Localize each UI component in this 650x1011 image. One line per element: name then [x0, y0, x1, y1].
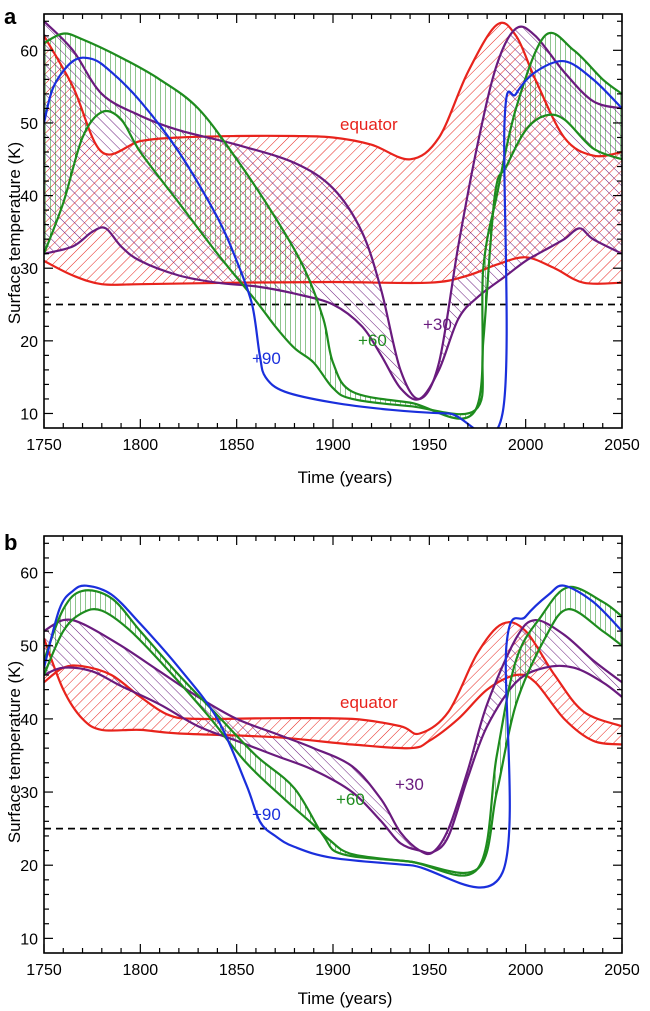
- panel-b-xtick-label: 2000: [508, 962, 544, 979]
- panel-a-label-lat90: +90: [252, 349, 281, 368]
- panel-a-xtick-label: 1750: [26, 437, 62, 454]
- panel-a-plot-area: equator +30 +60 +90: [44, 20, 622, 428]
- panel-b-ytick-label: 10: [20, 931, 38, 948]
- panel-a-ylabel: Surface temperature (K): [5, 142, 24, 324]
- panel-b-xlabel: Time (years): [298, 989, 393, 1008]
- panel-a-label-equator: equator: [340, 115, 398, 134]
- panel-a-xlabel: Time (years): [298, 468, 393, 487]
- panel-a-lat60-lower-curve: [44, 109, 622, 416]
- panel-b-lat60-band-fill: [44, 586, 622, 876]
- panel-b-xtick-label: 1900: [315, 962, 351, 979]
- panel-b-frame: [43, 535, 623, 954]
- panel-a-ytick-label: 30: [20, 261, 38, 278]
- panel-b-xtick-label: 1850: [219, 962, 255, 979]
- panel-a-xtick-label: 1850: [219, 437, 255, 454]
- panel-b-lat90-curve: [44, 584, 622, 889]
- panel-a-lat60-upper-curve: [44, 31, 622, 420]
- panel-b-lat30-upper-curve: [44, 618, 622, 856]
- panel-a-axes: 1750 1800 1850 1900 1950 2000 2050 10 20 30 40 50 60: [20, 13, 640, 454]
- panel-a-series-group: [44, 20, 622, 428]
- panel-a-ytick-label: 60: [20, 43, 38, 60]
- panel-b-label-lat90: +90: [252, 805, 281, 824]
- panel-b-ytick-label: 50: [20, 639, 38, 656]
- panel-b-label-equator: equator: [340, 693, 398, 712]
- panel-a-lat90-curve: [44, 56, 622, 428]
- panel-a-xtick-label: 1900: [315, 437, 351, 454]
- panel-b-label-lat30: +30: [395, 775, 424, 794]
- panel-b-lat60-lower-curve: [44, 607, 622, 875]
- panel-a-ytick-label: 10: [20, 406, 38, 423]
- panel-b-lat60-upper-curve: [44, 585, 622, 877]
- panel-a-lat30-band-fill: [44, 21, 622, 400]
- panel-a-ytick-label: 40: [20, 189, 38, 206]
- panel-a-label-lat60: +60: [358, 331, 387, 350]
- panel-b-xtick-label: 2050: [604, 962, 640, 979]
- panel-a-lat60-band-fill: [44, 32, 622, 419]
- panel-b-letter: b: [4, 530, 17, 555]
- panel-b-equator-upper-curve: [44, 621, 622, 736]
- panel-a-ytick-label: 50: [20, 116, 38, 133]
- panel-a-equator-lower-curve: [44, 256, 622, 286]
- panel-b-xtick-label: 1800: [123, 962, 159, 979]
- panel-b-lat30-lower-curve: [44, 664, 622, 855]
- panel-a: equator +30 +60 +90 1750 1800 1850 1900 1950 200…: [4, 4, 640, 487]
- panel-a-xtick-label: 1950: [412, 437, 448, 454]
- panel-b-ytick-label: 20: [20, 858, 38, 875]
- panel-a-letter: a: [4, 4, 17, 29]
- panel-b-equator-lower-curve: [44, 638, 622, 750]
- panel-b: equator +30 +60 +90 1750 1800 1850 1900 1950 200…: [4, 530, 640, 1008]
- panel-a-lat30-lower-curve: [44, 226, 622, 401]
- panel-a-xtick-label: 2050: [604, 437, 640, 454]
- panel-b-axes: 1750 1800 1850 1900 1950 2000 2050 10 20 30 40 50 60: [20, 535, 640, 979]
- panel-a-xtick-label: 2000: [508, 437, 544, 454]
- panel-a-label-lat30: +30: [423, 315, 452, 334]
- panel-a-xtick-label: 1800: [123, 437, 159, 454]
- panel-b-plot-area: equator +30 +60 +90: [44, 584, 622, 889]
- panel-b-label-lat60: +60: [336, 790, 365, 809]
- panel-a-ytick-label: 20: [20, 334, 38, 351]
- panel-b-ylabel: Surface temperature (K): [5, 661, 24, 843]
- panel-b-xtick-label: 1750: [26, 962, 62, 979]
- panel-b-lat30-band-fill: [44, 619, 622, 855]
- panel-b-ytick-label: 30: [20, 785, 38, 802]
- panel-b-ytick-label: 40: [20, 712, 38, 729]
- panel-b-ytick-label: 60: [20, 566, 38, 583]
- panel-b-series-group: [44, 584, 622, 889]
- panel-b-xtick-label: 1950: [412, 962, 448, 979]
